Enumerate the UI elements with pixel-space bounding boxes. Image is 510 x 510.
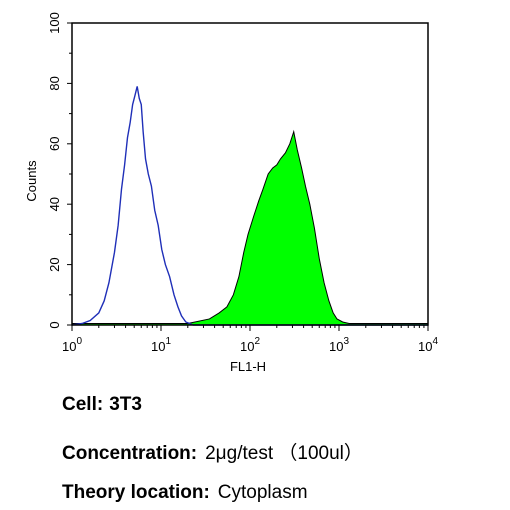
theory-location-value: Cytoplasm — [217, 482, 308, 503]
x-tick-label: 103 — [329, 336, 349, 354]
x-tick-label: 104 — [418, 336, 438, 354]
filled-histogram-series — [71, 129, 429, 326]
y-tick-label: 0 — [47, 321, 62, 328]
y-tick-label: 20 — [47, 257, 62, 271]
y-tick-label: 40 — [47, 197, 62, 211]
x-tick-label: 102 — [240, 336, 260, 354]
concentration-label: Concentration: — [62, 443, 198, 464]
y-tick-label: 60 — [47, 137, 62, 151]
x-tick-label: 100 — [62, 336, 82, 354]
concentration-value: 2μg/test （100ul） — [205, 443, 363, 464]
x-tick-label: 101 — [151, 336, 171, 354]
y-tick-label: 100 — [47, 12, 62, 34]
cell-label: Cell: — [62, 394, 104, 415]
y-tick-label: 80 — [47, 76, 62, 90]
flow-cytometry-histogram: 0 20 40 60 80 100 100 101 102 103 104 FL1-H Counts — [24, 12, 438, 374]
concentration-info: Concentration: 2μg/test （100ul） — [62, 438, 363, 465]
outline-histogram-series — [71, 86, 428, 326]
y-axis-label: Counts — [24, 160, 39, 202]
theory-location-info: Theory location: Cytoplasm — [62, 482, 308, 504]
theory-location-label: Theory location: — [62, 482, 210, 503]
cell-value: 3T3 — [109, 394, 142, 415]
cell-info: Cell: 3T3 — [62, 394, 142, 416]
x-axis-label: FL1-H — [230, 359, 266, 374]
